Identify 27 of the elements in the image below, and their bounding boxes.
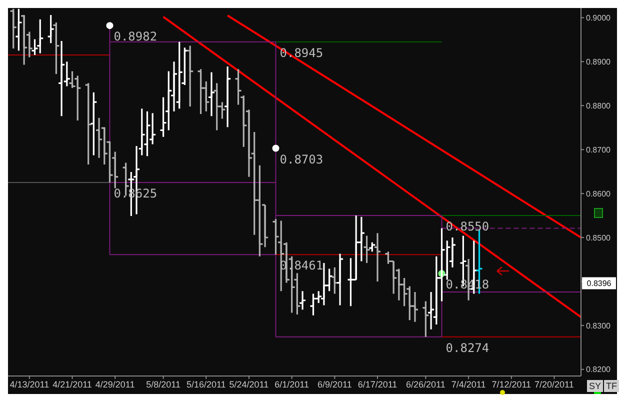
x-tick-label: 6/9/2011 bbox=[317, 379, 352, 390]
x-tick-label: 4/13/2011 bbox=[10, 379, 50, 390]
annotation: 0.8703 bbox=[280, 152, 324, 166]
y-tick-label: 0.8500 bbox=[586, 233, 612, 242]
annotation: 0.8982 bbox=[114, 30, 158, 44]
y-tick-label: 0.8700 bbox=[586, 145, 612, 154]
annotation: 0.8396 bbox=[586, 279, 612, 288]
x-tick-label: 4/29/2011 bbox=[95, 379, 135, 390]
x-tick-label: 5/16/2011 bbox=[186, 379, 226, 390]
y-tick-label: 0.8600 bbox=[586, 189, 612, 198]
text: TF bbox=[604, 380, 620, 392]
x-tick-label: 6/1/2011 bbox=[274, 379, 310, 390]
x-tick-label: 7/20/2011 bbox=[534, 379, 574, 390]
x-tick-label: 4/21/2011 bbox=[52, 379, 92, 390]
text: SY bbox=[587, 380, 604, 392]
y-tick-label: 0.9000 bbox=[586, 14, 612, 23]
y-tick-label: 0.8900 bbox=[586, 57, 612, 66]
x-tick-label: 5/24/2011 bbox=[229, 379, 269, 390]
annotation: 0.8274 bbox=[446, 340, 490, 355]
x-tick-label: 6/26/2011 bbox=[406, 379, 446, 390]
y-tick-label: 0.8800 bbox=[586, 101, 612, 110]
y-tick-label: 0.8300 bbox=[586, 321, 612, 330]
x-tick-label: 7/12/2011 bbox=[492, 379, 532, 390]
x-tick-label: 7/4/2011 bbox=[451, 379, 486, 390]
x-tick-label: 5/8/2011 bbox=[146, 379, 180, 390]
y-tick-label: 0.8200 bbox=[586, 365, 612, 374]
x-tick-label: 6/17/2011 bbox=[358, 379, 398, 390]
